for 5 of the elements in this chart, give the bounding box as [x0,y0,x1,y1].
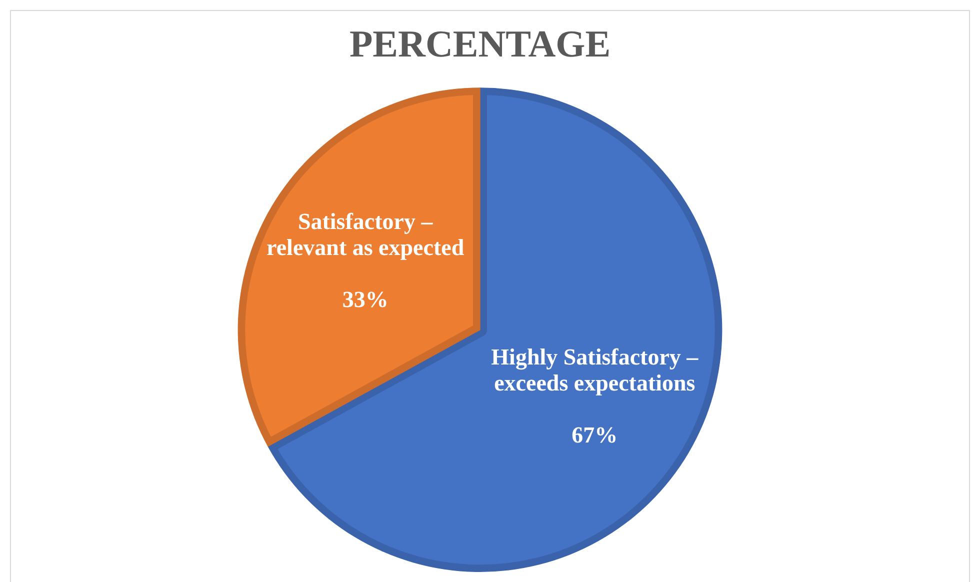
slice-label: Highly Satisfactory – exceeds expectations [491,344,699,396]
chart-title: PERCENTAGE [349,24,611,66]
data-label: 67% [572,422,618,448]
slice-label: Satisfactory – relevant as expected [266,208,464,260]
data-label: 33% [342,286,388,312]
